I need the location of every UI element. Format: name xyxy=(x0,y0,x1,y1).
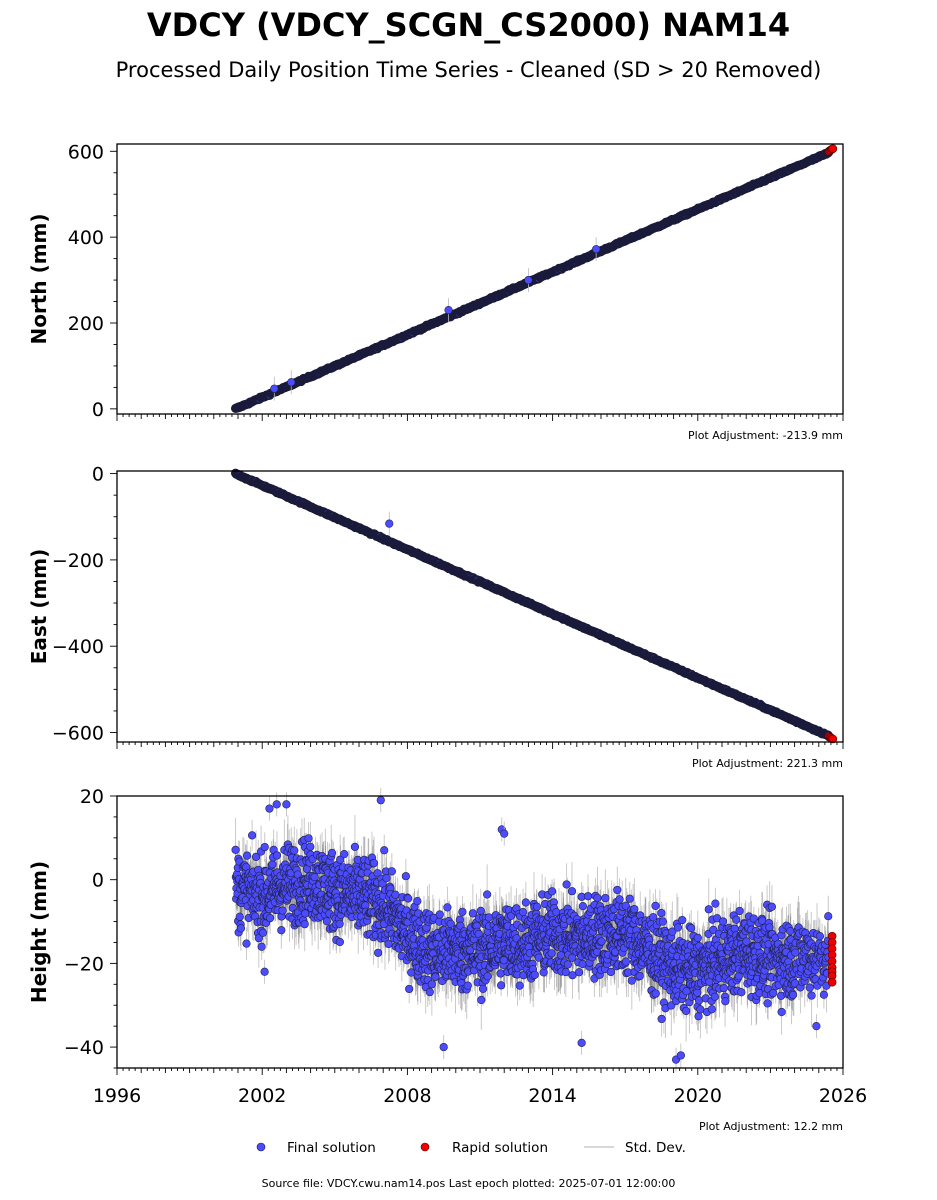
y-axis-label: North (mm) xyxy=(27,213,51,344)
final-point xyxy=(270,384,279,393)
y-axis-ticks: 0 200 400 600 xyxy=(68,141,117,421)
panel-2: 0 −200 −400 −600 East (mm) Plot Adjustment: 2… xyxy=(27,464,844,770)
panel-1: 0 200 400 600 North (mm) Plot Adjustment: -21… xyxy=(27,141,844,442)
final-point xyxy=(287,378,296,387)
plot-area xyxy=(231,788,837,1072)
rapid-point xyxy=(828,144,838,154)
final-point xyxy=(385,519,394,528)
plot-area xyxy=(230,468,838,744)
y-axis-label: East (mm) xyxy=(27,549,51,665)
plot-adjustment-label: Plot Adjustment: -213.9 mm xyxy=(688,429,843,442)
chart-title: VDCY (VDCY_SCGN_CS2000) NAM14 xyxy=(146,6,791,44)
final-point xyxy=(444,306,453,315)
x-axis-ticks xyxy=(116,414,844,421)
plot-area xyxy=(230,144,838,413)
final-point xyxy=(592,245,601,254)
plot-adjustment-label: Plot Adjustment: 221.3 mm xyxy=(692,757,843,770)
y-tick-label: −200 xyxy=(52,550,104,572)
y-tick-label: 600 xyxy=(68,141,104,163)
y-tick-label: 200 xyxy=(68,313,104,335)
y-tick-label: 0 xyxy=(92,464,104,486)
final-point xyxy=(524,275,533,285)
final-solution-points xyxy=(230,468,834,742)
panel-3: 1996 2002 2008 2014 2020 2026200−20−40Height … xyxy=(27,786,867,1133)
y-tick-label: −400 xyxy=(52,636,104,658)
plot-frame xyxy=(116,470,844,743)
x-axis-ticks xyxy=(116,742,844,749)
final-solution-points xyxy=(230,147,834,413)
y-axis-ticks: 0 −200 −400 −600 xyxy=(52,464,117,745)
y-tick-label: −600 xyxy=(52,723,104,745)
plot-frame xyxy=(116,143,844,415)
y-tick-label: 0 xyxy=(92,399,104,421)
chart-subtitle: Processed Daily Position Time Series - C… xyxy=(115,58,822,82)
y-tick-label: 400 xyxy=(68,227,104,249)
